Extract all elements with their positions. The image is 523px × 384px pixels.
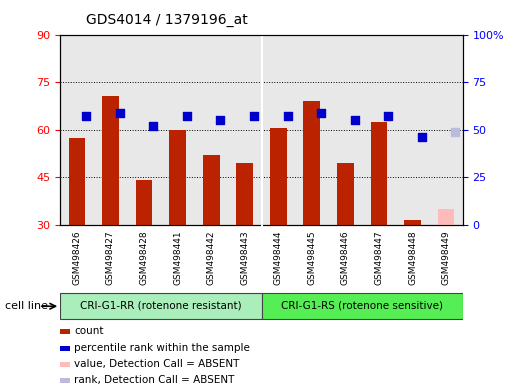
Bar <box>303 101 320 225</box>
Bar <box>236 163 253 225</box>
Text: GSM498441: GSM498441 <box>173 230 182 285</box>
Bar <box>270 128 287 225</box>
Text: GSM498447: GSM498447 <box>374 230 383 285</box>
Bar <box>337 163 354 225</box>
Text: rank, Detection Call = ABSENT: rank, Detection Call = ABSENT <box>74 375 235 384</box>
Point <box>250 113 258 119</box>
Text: count: count <box>74 326 104 336</box>
Bar <box>169 130 186 225</box>
Text: GSM498442: GSM498442 <box>207 230 215 285</box>
FancyBboxPatch shape <box>262 293 463 319</box>
Bar <box>60 378 70 383</box>
Point <box>183 113 191 119</box>
Bar <box>438 209 454 225</box>
Bar <box>69 137 85 225</box>
Text: GSM498444: GSM498444 <box>274 230 283 285</box>
Bar <box>102 96 119 225</box>
Text: CRI-G1-RS (rotenone sensitive): CRI-G1-RS (rotenone sensitive) <box>281 301 443 311</box>
Text: percentile rank within the sample: percentile rank within the sample <box>74 343 250 353</box>
Text: GSM498428: GSM498428 <box>140 230 149 285</box>
Text: cell line: cell line <box>5 301 48 311</box>
Text: GSM498449: GSM498449 <box>441 230 451 285</box>
Point <box>82 113 90 119</box>
Bar <box>404 220 421 225</box>
Text: GSM498446: GSM498446 <box>341 230 350 285</box>
Point <box>350 117 359 123</box>
Text: GSM498443: GSM498443 <box>240 230 249 285</box>
Bar <box>60 362 70 367</box>
Bar <box>60 329 70 334</box>
Bar <box>371 122 388 225</box>
Point <box>317 110 325 116</box>
Point <box>149 123 157 129</box>
Text: GSM498426: GSM498426 <box>72 230 82 285</box>
Point <box>283 113 292 119</box>
Point <box>216 117 224 123</box>
Text: GDS4014 / 1379196_at: GDS4014 / 1379196_at <box>86 13 248 27</box>
Text: GSM498448: GSM498448 <box>408 230 417 285</box>
Point <box>116 110 124 116</box>
Point <box>417 134 426 140</box>
Text: GSM498427: GSM498427 <box>106 230 115 285</box>
Bar <box>203 155 220 225</box>
Bar <box>60 346 70 351</box>
Bar <box>135 180 152 225</box>
FancyBboxPatch shape <box>60 293 262 319</box>
Text: GSM498445: GSM498445 <box>308 230 316 285</box>
Point <box>384 113 392 119</box>
Text: CRI-G1-RR (rotenone resistant): CRI-G1-RR (rotenone resistant) <box>80 301 242 311</box>
Text: value, Detection Call = ABSENT: value, Detection Call = ABSENT <box>74 359 240 369</box>
Point <box>451 128 460 134</box>
